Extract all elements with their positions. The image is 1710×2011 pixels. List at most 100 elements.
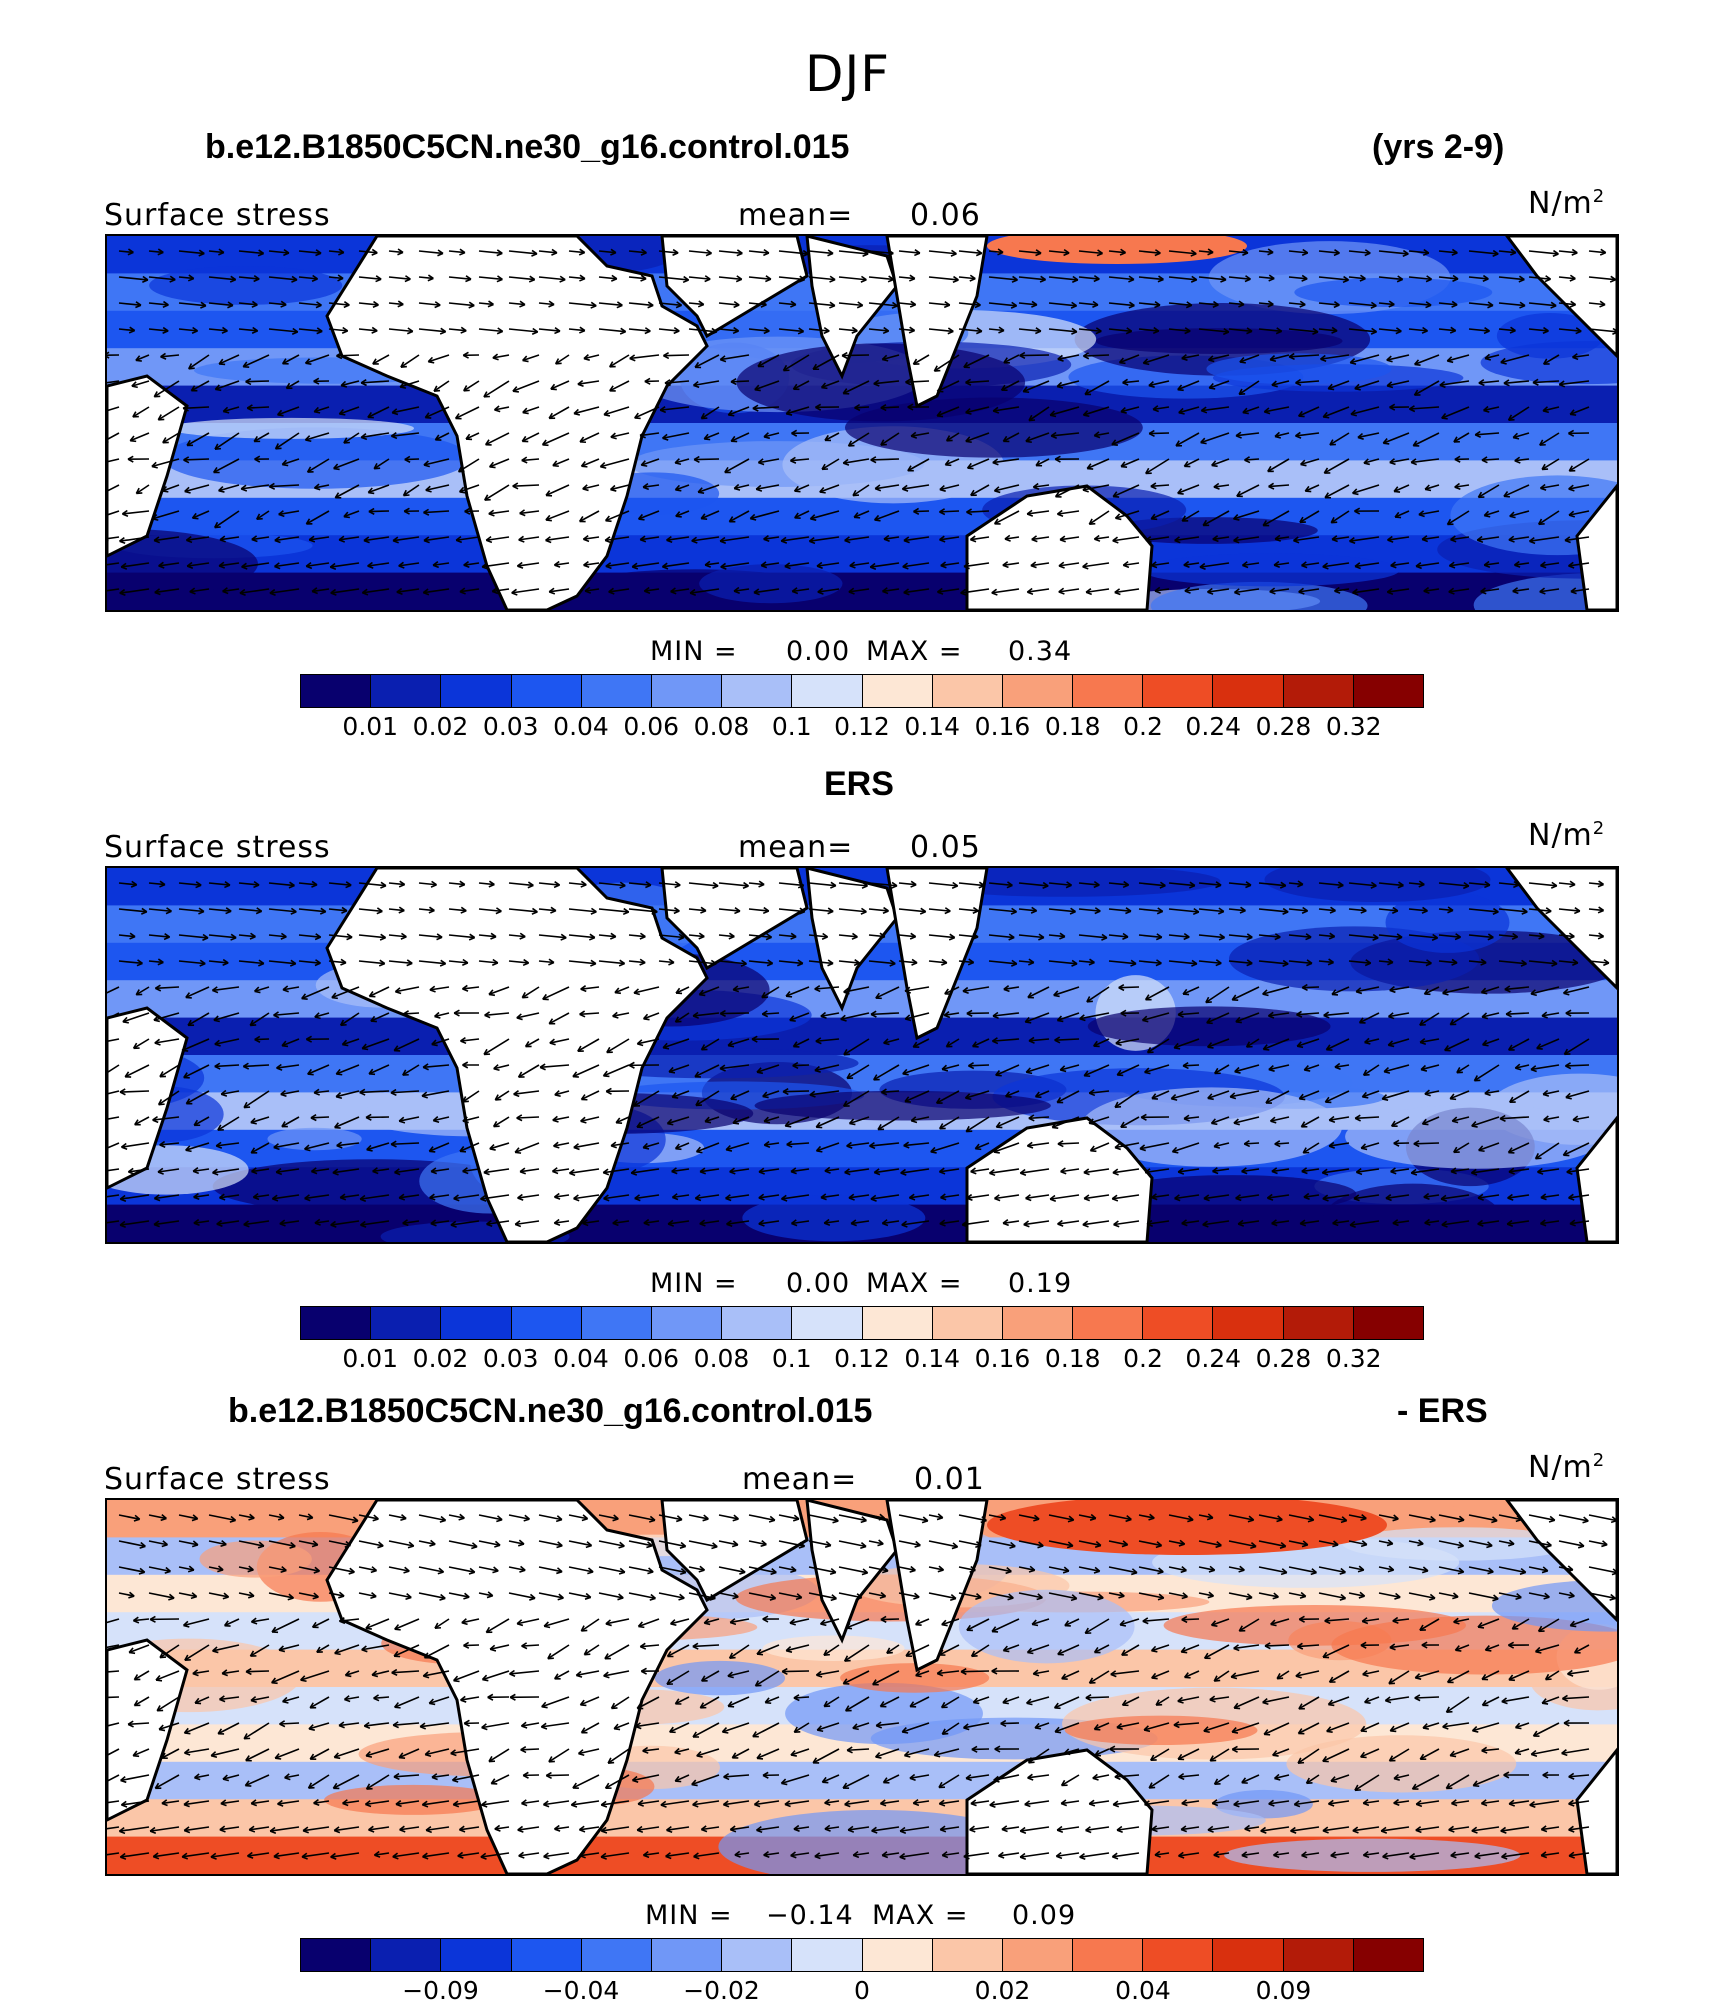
stress-vector <box>1111 432 1140 446</box>
stress-vector <box>1019 1168 1050 1176</box>
stress-vector <box>1364 1696 1380 1705</box>
stress-vector <box>516 1618 540 1627</box>
stress-vector <box>883 534 900 542</box>
stress-vector <box>1059 1064 1080 1073</box>
stress-vector <box>1213 1850 1230 1859</box>
stress-vector <box>219 1695 240 1703</box>
stress-vector <box>1116 1064 1140 1077</box>
stress-vector <box>958 274 976 282</box>
stress-vector <box>577 1748 600 1757</box>
stress-vector <box>727 1696 750 1708</box>
stress-vector <box>1378 327 1402 335</box>
stress-vector <box>553 1670 570 1680</box>
stress-vector <box>898 249 921 257</box>
panel3-colorbar <box>300 1938 1424 1972</box>
stress-vector <box>1053 986 1080 998</box>
stress-vector <box>816 1722 840 1733</box>
stress-vector <box>1054 1722 1080 1734</box>
stress-vector <box>328 958 347 966</box>
stress-vector <box>484 1011 510 1019</box>
stress-vector <box>1002 561 1020 569</box>
stress-vector <box>1378 1539 1394 1547</box>
stress-vector <box>1468 907 1499 916</box>
stress-vector <box>1298 1090 1320 1101</box>
stress-vector <box>457 458 480 473</box>
stress-vector <box>695 1090 720 1107</box>
stress-vector <box>463 1719 480 1727</box>
stress-vector <box>251 1167 270 1175</box>
stress-vector <box>1054 455 1080 463</box>
stress-vector <box>392 1852 420 1860</box>
stress-vector <box>1318 1540 1339 1548</box>
stress-vector <box>688 327 718 335</box>
stress-vector <box>1558 958 1579 966</box>
colorbar-swatch <box>1283 1307 1354 1339</box>
stress-vector <box>1082 484 1110 493</box>
stress-vector <box>484 432 510 446</box>
stress-vector <box>508 932 526 940</box>
stress-vector <box>881 354 900 362</box>
stress-vector <box>854 403 870 412</box>
stress-vector <box>1408 1566 1429 1574</box>
stress-vector <box>522 406 540 415</box>
stress-vector <box>1348 301 1377 309</box>
stress-vector <box>1238 1618 1260 1632</box>
stress-vector <box>1362 1799 1380 1807</box>
stress-vector <box>1387 1038 1410 1048</box>
stress-vector <box>965 1116 990 1133</box>
stress-vector <box>153 1012 180 1023</box>
stress-vector <box>1328 1141 1350 1149</box>
stress-vector <box>118 1591 135 1599</box>
stress-vector <box>273 1852 300 1860</box>
stress-vector <box>1115 1038 1140 1046</box>
stress-vector <box>478 1514 503 1523</box>
stress-vector <box>161 1799 180 1807</box>
stress-vector <box>1005 1090 1020 1098</box>
stress-vector <box>604 536 630 544</box>
stress-vector <box>1079 1852 1110 1861</box>
stress-vector <box>181 1852 210 1860</box>
stress-vector <box>269 588 300 596</box>
stress-vector <box>1244 456 1260 464</box>
stress-vector <box>1138 933 1163 941</box>
stress-vector <box>148 300 169 309</box>
stress-vector <box>1387 1012 1410 1020</box>
stress-vector <box>1385 1194 1410 1202</box>
stress-vector <box>868 1513 886 1521</box>
stress-vector <box>302 1826 330 1834</box>
stress-vector <box>1151 1670 1170 1680</box>
field-patch <box>1224 1838 1521 1872</box>
stress-vector <box>928 1592 957 1601</box>
stress-vector <box>208 275 237 283</box>
stress-vector <box>1324 1090 1350 1104</box>
stress-vector <box>663 352 690 360</box>
stress-vector <box>730 1090 750 1101</box>
stress-vector <box>1273 560 1290 568</box>
map-canvas <box>107 868 1617 1242</box>
stress-vector <box>1083 1168 1110 1176</box>
stress-vector <box>1002 432 1020 443</box>
south-america-west-landmass <box>107 1006 189 1190</box>
stress-vector <box>1355 986 1380 995</box>
stress-vector <box>633 1090 660 1107</box>
stress-vector <box>268 1540 296 1549</box>
stress-vector <box>1511 1618 1530 1630</box>
stress-vector <box>727 1038 750 1048</box>
stress-vector <box>598 932 617 940</box>
stress-vector <box>538 275 566 283</box>
stress-vector <box>1326 1722 1350 1733</box>
stress-vector <box>1305 1774 1320 1785</box>
stress-vector <box>812 354 840 371</box>
stress-vector <box>388 1540 415 1549</box>
stress-vector <box>823 1218 840 1226</box>
stress-vector <box>1088 1799 1110 1807</box>
stress-vector <box>521 432 540 443</box>
stress-vector <box>363 536 390 544</box>
stress-vector <box>1207 1038 1230 1049</box>
stress-vector <box>549 1038 570 1046</box>
stress-vector <box>688 1540 718 1550</box>
stress-vector <box>636 1696 660 1710</box>
stress-vector <box>148 958 164 966</box>
stress-vector <box>842 458 870 466</box>
stress-vector <box>388 1513 407 1522</box>
